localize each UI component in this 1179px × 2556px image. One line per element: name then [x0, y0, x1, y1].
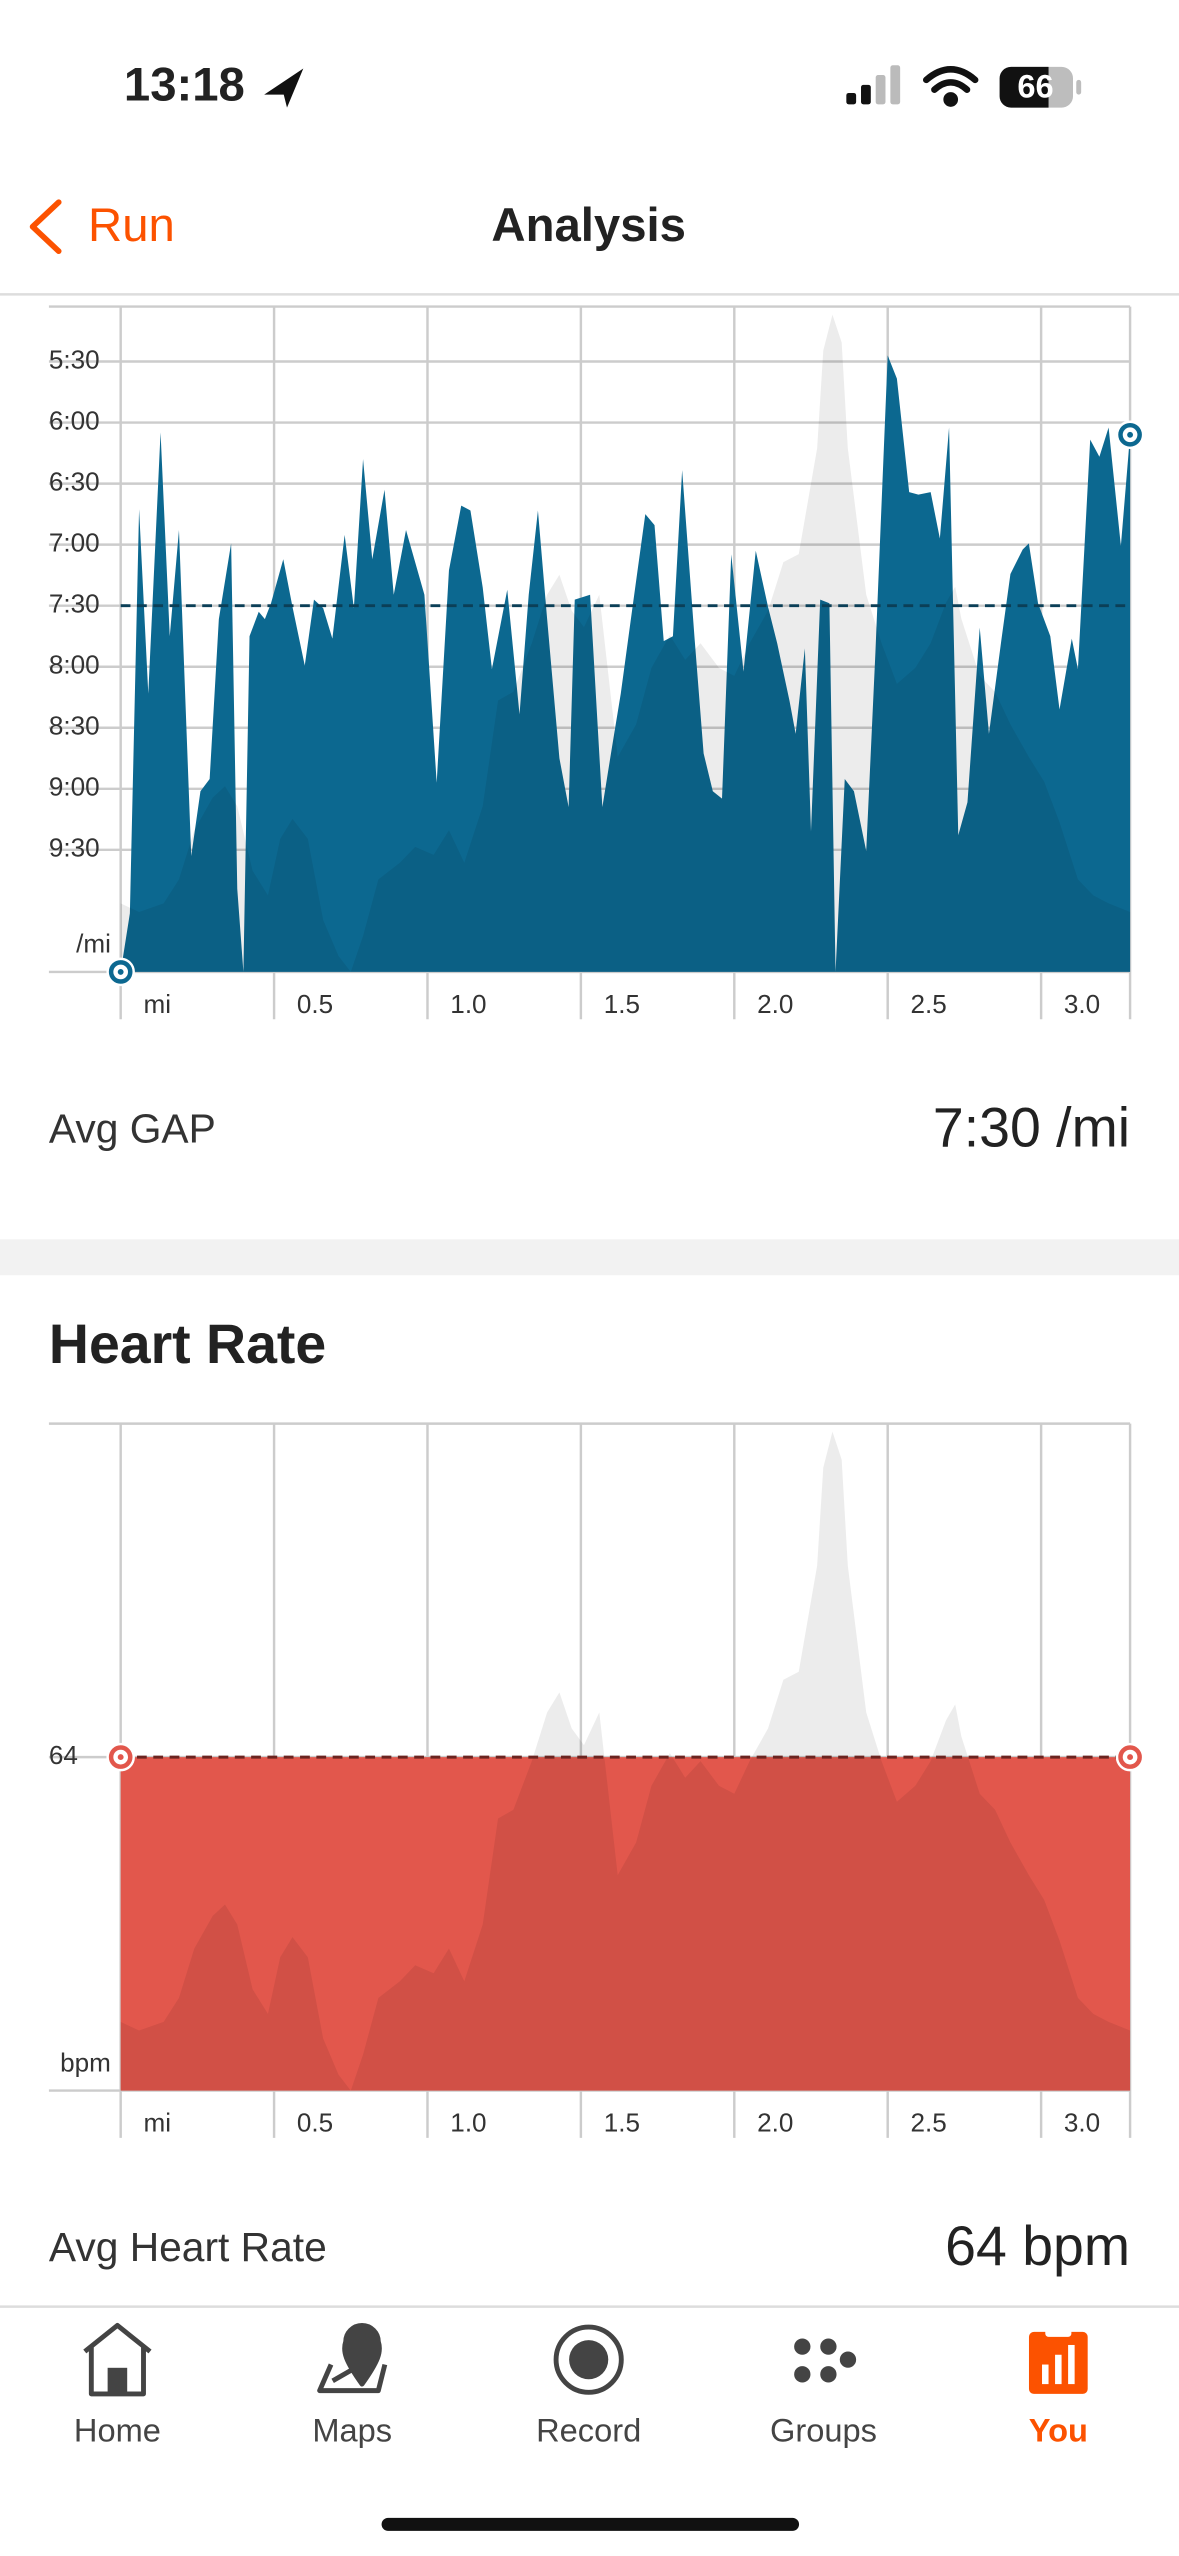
x-tick-label: 3.0 — [1064, 989, 1100, 1019]
y-tick-label: 9:00 — [49, 772, 100, 802]
stat-value: 7:30 /mi — [933, 1096, 1130, 1158]
signal-bar — [861, 84, 871, 105]
stat-value: 64 bpm — [945, 2215, 1130, 2277]
x-unit-label: mi — [144, 989, 172, 1019]
you-icon[interactable] — [1028, 2325, 1088, 2394]
signal-bar — [890, 65, 901, 105]
x-tick-label: 2.0 — [757, 989, 793, 1019]
x-tick-label: 1.0 — [450, 989, 486, 1019]
group-dot — [820, 2366, 837, 2383]
y-tick-label: 5:30 — [49, 344, 100, 374]
x-tick-label: 1.5 — [604, 989, 640, 1019]
battery-icon: 66 — [999, 66, 1082, 108]
map-road — [331, 2365, 357, 2383]
record-icon[interactable] — [553, 2324, 624, 2395]
status-time: 13:18 — [124, 59, 245, 112]
x-unit-label: mi — [144, 2108, 172, 2138]
stat-label: Avg Heart Rate — [49, 2224, 327, 2270]
wifi-arc — [922, 66, 979, 84]
back-chevron[interactable] — [29, 199, 62, 254]
end-marker-dot — [117, 968, 124, 975]
maps-icon[interactable] — [317, 2322, 388, 2394]
map-outline — [317, 2363, 388, 2394]
y-tick-label: 7:30 — [49, 589, 100, 619]
signal-bar — [846, 92, 857, 105]
record-dot — [569, 2340, 609, 2380]
area-series — [120, 355, 1131, 972]
elevation-profile — [120, 314, 1131, 972]
icon-bar — [1068, 2344, 1075, 2385]
group-dot — [839, 2351, 857, 2368]
stat-label: Avg GAP — [49, 1105, 216, 1151]
y-tick-label: 6:00 — [49, 405, 100, 435]
home-indicator — [381, 2517, 800, 2531]
end-marker-dot — [117, 1754, 124, 1761]
y-tick-label: 9:30 — [49, 833, 100, 863]
section-title: Heart Rate — [49, 1313, 326, 1375]
elevation-profile — [120, 1431, 1131, 2091]
group-dot — [794, 2338, 811, 2355]
clip — [1045, 2325, 1072, 2337]
x-tick-label: 1.0 — [450, 2108, 486, 2138]
icon-bar — [1042, 2364, 1049, 2385]
y-tick-label: 8:30 — [49, 711, 100, 741]
x-tick-label: 2.5 — [911, 2108, 947, 2138]
signal-bar — [875, 75, 886, 105]
x-tick-label: 0.5 — [297, 989, 333, 1019]
wifi-arc — [931, 79, 971, 93]
signal-icon — [846, 65, 901, 105]
x-tick-label: 3.0 — [1064, 2108, 1100, 2138]
icon-bar — [1055, 2354, 1062, 2385]
tab-label[interactable]: Groups — [770, 2412, 877, 2449]
group-dot — [794, 2366, 811, 2383]
y-tick-label: 8:00 — [49, 650, 100, 680]
y-tick-label: 64 — [49, 1740, 78, 1770]
location-icon — [264, 68, 304, 108]
tab-label[interactable]: You — [1029, 2412, 1088, 2449]
home-icon[interactable] — [83, 2322, 152, 2397]
x-tick-label: 2.5 — [911, 989, 947, 1019]
y-tick-label: 6:30 — [49, 466, 100, 496]
back-button[interactable]: Run — [88, 199, 175, 252]
battery-level — [999, 66, 1049, 108]
wifi-icon — [922, 66, 979, 107]
wifi-dot — [943, 92, 959, 107]
tab-label[interactable]: Maps — [312, 2412, 392, 2449]
nav-title: Analysis — [491, 199, 685, 252]
group-dot — [820, 2338, 837, 2355]
groups-icon[interactable] — [794, 2338, 857, 2383]
end-marker-dot — [1127, 431, 1134, 438]
x-tick-label: 1.5 — [604, 2108, 640, 2138]
end-marker-dot — [1127, 1754, 1134, 1761]
tab-label[interactable]: Home — [74, 2412, 161, 2449]
tab-labels: Home Maps Record Groups You — [74, 2412, 1088, 2449]
area-series — [120, 1757, 1131, 2091]
x-tick-label: 0.5 — [297, 2108, 333, 2138]
house-door — [107, 2367, 128, 2394]
tab-label[interactable]: Record — [536, 2412, 641, 2449]
y-unit-label: bpm — [60, 2047, 111, 2077]
charts: 5:30 6:00 6:30 7:00 7:30 8:00 8:30 9:00 9:30 0.5 1… — [49, 305, 1145, 2277]
x-tick-label: 2.0 — [757, 2108, 793, 2138]
y-tick-label: 7:00 — [49, 528, 100, 558]
y-unit-label: /mi — [76, 929, 111, 959]
record-ring — [553, 2324, 624, 2395]
battery-tip — [1076, 79, 1082, 95]
battery-text: 66 — [1017, 67, 1053, 104]
section-separator — [0, 1239, 1179, 1276]
